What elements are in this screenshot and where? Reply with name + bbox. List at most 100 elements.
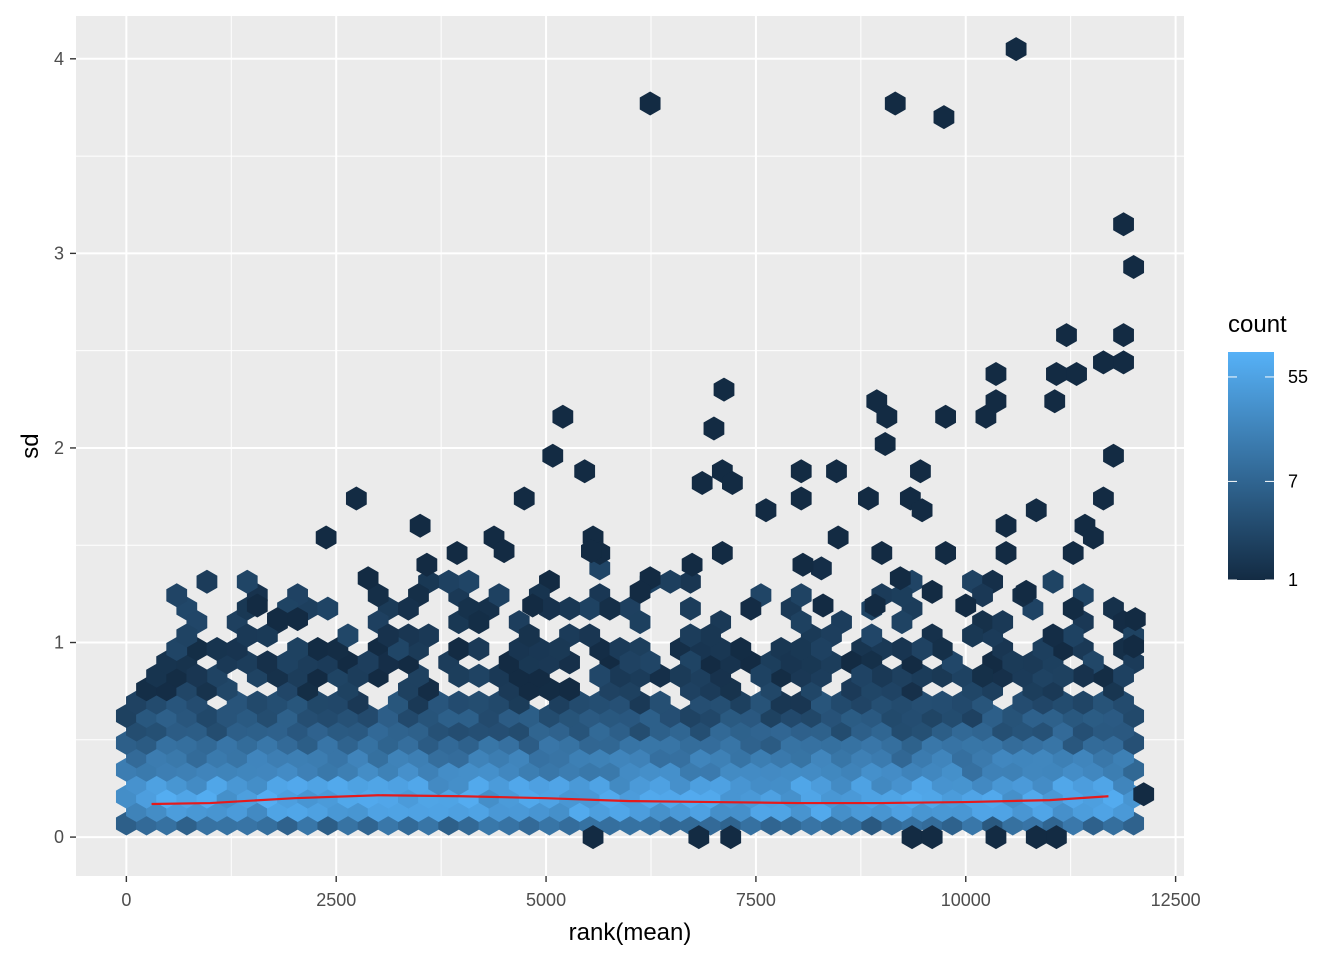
hexbin-cell: [858, 486, 879, 511]
hexbin-cell: [911, 636, 933, 661]
x-tick-label: 12500: [1151, 890, 1201, 910]
hexbin-cell: [589, 663, 611, 688]
hexbin-cell: [1093, 486, 1114, 511]
y-tick-label: 1: [54, 633, 64, 653]
hexbin-cell: [246, 593, 268, 618]
hexbin-cell: [518, 623, 540, 648]
hexbin-cell: [1046, 362, 1067, 387]
legend-tick-label: 7: [1288, 471, 1298, 491]
x-tick-label: 7500: [736, 890, 776, 910]
hexbin-cell: [307, 636, 329, 661]
hexbin-cell: [995, 541, 1017, 566]
hexbin-cell: [256, 623, 278, 648]
hexbin-cell: [790, 486, 812, 511]
hexbin-cell: [315, 525, 337, 550]
hexbin-cell: [377, 623, 399, 648]
hexbin-cell: [1015, 579, 1037, 604]
hexbin-cell: [891, 610, 913, 635]
hexbin-cell: [317, 596, 339, 621]
hexbin-cell: [790, 610, 812, 635]
hexbin-cell: [790, 459, 812, 484]
hexbin-cell: [1044, 389, 1066, 414]
hexbin-cell: [1056, 323, 1077, 348]
hexbin-cell: [1052, 663, 1074, 688]
hexbin-cell: [448, 636, 470, 661]
hexbin-cell: [398, 596, 419, 621]
hexbin-cell: [874, 432, 896, 457]
hexbin-cell: [1062, 596, 1084, 621]
hexbin-cell: [1113, 350, 1134, 375]
y-tick-label: 2: [54, 438, 64, 458]
hexbin-cell: [1113, 663, 1134, 688]
hexbin-cell: [1066, 362, 1087, 387]
hexbin-cell: [1082, 525, 1104, 550]
hexbin-cell: [236, 569, 258, 594]
hexbin-cell: [861, 623, 883, 648]
hexbin-cell: [206, 636, 228, 661]
hexbin-cell: [256, 650, 278, 675]
y-tick-label: 4: [54, 49, 64, 69]
hexbin-cell: [901, 825, 923, 850]
x-axis-ticks: 0 2500 5000 7500 10000 12500: [121, 876, 1201, 910]
hexbin-cell: [581, 539, 602, 564]
hexbin-cell: [574, 459, 596, 484]
hexbin-cell: [972, 663, 993, 688]
hexbin-cell: [891, 636, 913, 661]
hexbin-cell: [246, 690, 268, 715]
hexbin-cell: [166, 583, 188, 608]
hexbin-cell: [418, 623, 439, 648]
x-tick-label: 5000: [526, 890, 566, 910]
hexbin-cell: [810, 556, 832, 581]
hexbin-cell: [740, 596, 762, 621]
legend-tick-label: 1: [1288, 570, 1298, 590]
hexbin-cell: [539, 596, 560, 621]
hexbin-cell: [713, 377, 735, 402]
hexbin-cell: [337, 623, 359, 648]
hexbin-cell: [700, 623, 721, 648]
hexbin-cell: [1062, 541, 1084, 566]
hexbin-cell: [720, 825, 742, 850]
hexbin-cell: [559, 596, 580, 621]
hexbin-cell: [680, 569, 701, 594]
hexbin-cell: [287, 636, 308, 661]
hexbin-cell: [267, 607, 288, 632]
hexbin-cell: [639, 91, 661, 116]
hexbin-cell: [722, 470, 743, 495]
hexbin-cell: [659, 569, 681, 594]
hexbin-cell: [730, 636, 752, 661]
hexbin-cell: [790, 636, 812, 661]
hexbin-cell: [552, 404, 574, 429]
hexbin-cell: [985, 362, 1007, 387]
hexbin-cell: [931, 690, 953, 715]
hexbin-cell: [649, 690, 671, 715]
hexbin-cell: [468, 663, 490, 688]
hexbin-cell: [549, 636, 570, 661]
x-tick-label: 10000: [941, 890, 991, 910]
hexbin-cell: [448, 690, 470, 715]
hexbin-cell: [972, 583, 993, 608]
legend-colorbar: [1228, 352, 1274, 580]
hexbin-cell: [955, 593, 977, 618]
hexbin-cell: [810, 636, 832, 661]
hexbin-cell: [357, 566, 379, 591]
hexbin-cell: [196, 569, 218, 594]
hexbin-cell: [1046, 825, 1067, 850]
hexbin-cell: [1062, 623, 1084, 648]
hexbin-cell: [826, 459, 847, 484]
hexbin-cell: [287, 607, 308, 632]
hexbin-cell: [409, 513, 431, 538]
hexbin-cell: [579, 596, 601, 621]
hexbin-cell: [522, 593, 544, 618]
hexbin-cell: [542, 443, 564, 468]
hexbin-cell: [851, 663, 873, 688]
hexbin-cell: [992, 610, 1014, 635]
hexbin-cell: [935, 404, 956, 429]
hexbin-cell: [921, 579, 943, 604]
hexbin-cell: [864, 593, 886, 618]
hexbin-cell: [1133, 782, 1155, 807]
hexbin-cell: [975, 404, 997, 429]
hexbin-cell: [629, 579, 651, 604]
hexbin-cell: [1103, 443, 1124, 468]
hexbin-cell: [493, 539, 515, 564]
